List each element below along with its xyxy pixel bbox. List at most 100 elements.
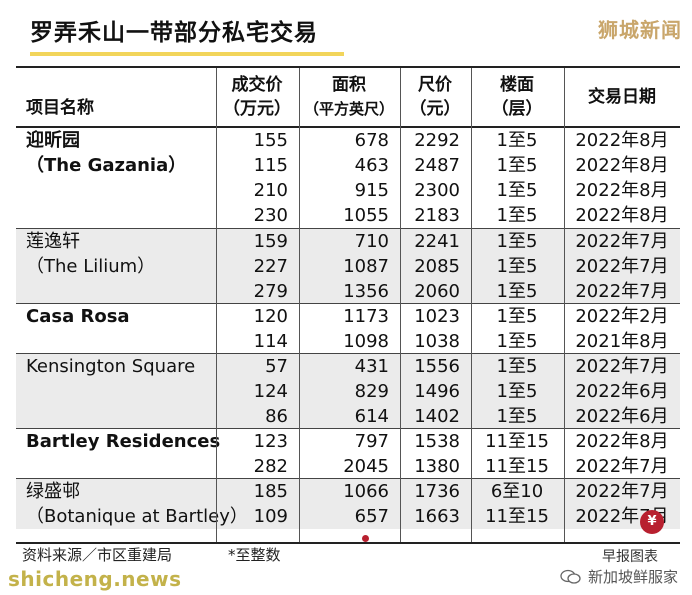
table-row: 155 678 2292 1至5 2022年8月 (16, 128, 680, 153)
project-group: 绿盛邨 （Botanique at Bartley） 185 1066 1736 6至10… (16, 478, 680, 529)
cell-floor: 1至5 (496, 406, 538, 427)
project-group: 莲逸轩 （The Lilium） 159 710 2241 1至5 2022年7月 227 10… (16, 228, 680, 304)
wechat-icon (560, 569, 581, 584)
cell-floor: 1至5 (496, 231, 538, 252)
transactions-table: 项目名称 成交价 （万元） 面积 （平方英尺） 尺价 （元） 楼面 （层） 交易… (16, 66, 680, 544)
cell-price: 86 (265, 406, 288, 427)
header-floor-label: 楼面 (500, 75, 534, 95)
cell-date: 2022年2月 (575, 306, 669, 327)
cell-date: 2022年7月 (575, 281, 669, 302)
title-block: 罗弄禾山一带部分私宅交易 (30, 18, 344, 56)
table-row: 124 829 1496 1至5 2022年6月 (16, 379, 680, 404)
table-row: 115 463 2487 1至5 2022年8月 (16, 153, 680, 178)
header-psf-label: 尺价 (418, 75, 452, 95)
cell-price: 57 (265, 356, 288, 377)
project-group: Bartley Residences 123 797 1538 11至15 2022年8月… (16, 428, 680, 479)
project-group: Kensington Square 57 431 1556 1至5 2022年7月 124 8… (16, 353, 680, 429)
cell-price: 120 (253, 306, 288, 327)
table-row: 123 797 1538 11至15 2022年8月 (16, 429, 680, 454)
cell-date: 2022年8月 (575, 155, 669, 176)
cell-floor: 1至5 (496, 180, 538, 201)
graphic-credit: 早报图表 (602, 549, 658, 565)
cell-area: 2045 (343, 456, 389, 477)
table-row: 120 1173 1023 1至5 2022年2月 (16, 304, 680, 329)
project-name: Casa Rosa (26, 306, 130, 327)
cell-price: 124 (253, 381, 288, 402)
cell-area: 463 (354, 155, 389, 176)
table-row: 185 1066 1736 6至10 2022年7月 (16, 479, 680, 504)
header-psf-unit: （元） (409, 99, 461, 119)
header-date-label: 交易日期 (588, 87, 656, 107)
table-row: 210 915 2300 1至5 2022年8月 (16, 178, 680, 203)
cell-price: 185 (253, 481, 288, 502)
header-area-label: 面积 (332, 75, 366, 95)
source-note: 资料来源／市区重建局 (22, 546, 173, 564)
header-floor: 楼面 （层） (471, 68, 563, 126)
cell-area: 1055 (343, 205, 389, 226)
rounding-note: *至整数 (228, 546, 281, 564)
cell-floor: 1至5 (496, 331, 538, 352)
cell-area: 1356 (343, 281, 389, 302)
project-name: 绿盛邨 (26, 481, 80, 502)
cell-psf: 2300 (414, 180, 460, 201)
cell-area: 1098 (343, 331, 389, 352)
cell-price: 282 (253, 456, 288, 477)
header-area: 面积 （平方英尺） (299, 68, 399, 126)
cell-area: 710 (354, 231, 389, 252)
cell-floor: 1至5 (496, 356, 538, 377)
table-row: 230 1055 2183 1至5 2022年8月 (16, 203, 680, 228)
project-name: （The Lilium） (26, 256, 156, 277)
cell-psf: 1023 (414, 306, 460, 327)
cell-area: 915 (354, 180, 389, 201)
table-row: 86 614 1402 1至5 2022年6月 (16, 404, 680, 429)
cell-floor: 11至15 (485, 431, 549, 452)
cell-date: 2022年7月 (575, 256, 669, 277)
cell-area: 1173 (343, 306, 389, 327)
header-psf: 尺价 （元） (400, 68, 470, 126)
cell-price: 115 (253, 155, 288, 176)
cell-price: 109 (253, 506, 288, 527)
cell-date: 2022年7月 (575, 481, 669, 502)
cell-floor: 11至15 (485, 456, 549, 477)
cell-date: 2022年6月 (575, 381, 669, 402)
project-name: （Botanique at Bartley） (26, 506, 248, 527)
header-price-label: 成交价 (231, 75, 283, 95)
table-header: 项目名称 成交价 （万元） 面积 （平方英尺） 尺价 （元） 楼面 （层） 交易… (16, 68, 680, 128)
column-divider (400, 68, 401, 542)
cell-date: 2022年6月 (575, 406, 669, 427)
column-divider (299, 68, 300, 542)
cell-price: 159 (253, 231, 288, 252)
cell-psf: 1038 (414, 331, 460, 352)
cell-area: 657 (354, 506, 389, 527)
cell-date: 2021年8月 (575, 331, 669, 352)
cell-price: 227 (253, 256, 288, 277)
cell-psf: 1402 (414, 406, 460, 427)
cell-area: 614 (354, 406, 389, 427)
table-row: 114 1098 1038 1至5 2021年8月 (16, 329, 680, 354)
cell-floor: 1至5 (496, 306, 538, 327)
project-name: （The Gazania） (26, 155, 187, 176)
cell-price: 123 (253, 431, 288, 452)
header-floor-unit: （层） (491, 99, 543, 119)
project-name: 莲逸轩 (26, 231, 80, 252)
cell-area: 829 (354, 381, 389, 402)
cell-date: 2022年7月 (575, 231, 669, 252)
column-divider (564, 68, 565, 542)
watermark-top: 狮城新闻 (598, 18, 682, 42)
cell-area: 431 (354, 356, 389, 377)
cell-psf: 2241 (414, 231, 460, 252)
cell-date: 2022年8月 (575, 431, 669, 452)
cell-psf: 1663 (414, 506, 460, 527)
cell-floor: 1至5 (496, 381, 538, 402)
cell-psf: 2292 (414, 130, 460, 151)
cell-psf: 1556 (414, 356, 460, 377)
project-name: Bartley Residences (26, 431, 221, 452)
cell-floor: 6至10 (490, 481, 544, 502)
cell-floor: 1至5 (496, 281, 538, 302)
column-divider (471, 68, 472, 542)
table-row: 109 657 1663 11至15 2022年7月 (16, 504, 680, 529)
cell-psf: 2085 (414, 256, 460, 277)
header-area-unit: （平方英尺） (303, 100, 394, 118)
table-row: 227 1087 2085 1至5 2022年7月 (16, 254, 680, 279)
watermark-bottom-right-label: 新加坡鲜服家 (587, 568, 678, 586)
